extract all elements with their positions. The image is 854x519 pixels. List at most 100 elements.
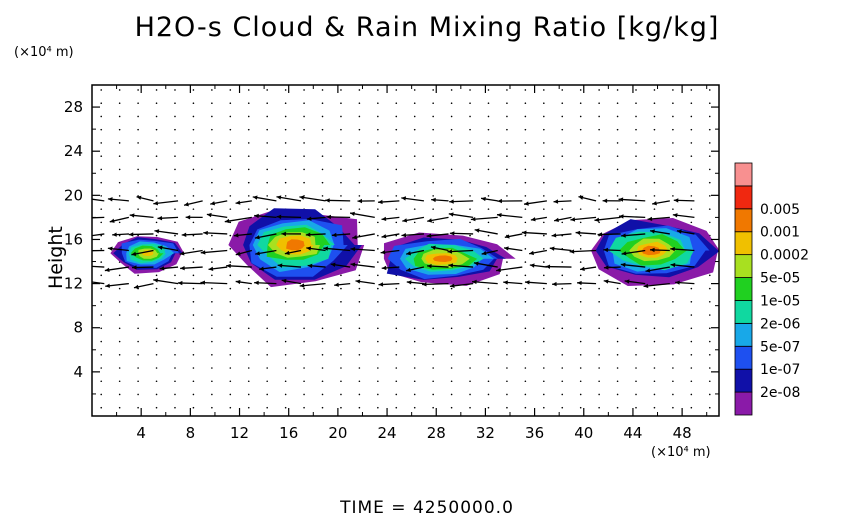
grid-dot (284, 102, 287, 105)
grid-dot (395, 380, 398, 383)
grid-dot (247, 181, 250, 184)
wind-arrow-head (645, 268, 651, 273)
grid-dot (377, 195, 379, 197)
cloud-region (383, 232, 516, 286)
grid-dot (561, 155, 564, 157)
wind-arrow-head (580, 266, 585, 271)
grid-dot (450, 380, 453, 383)
grid-dot (100, 234, 103, 237)
grid-dot (155, 327, 158, 330)
grid-dot (598, 406, 600, 409)
wind-vectors (92, 195, 695, 289)
grid-dot (266, 406, 268, 409)
grid-dot (543, 208, 545, 210)
grid-dot (303, 168, 305, 171)
grid-dot (690, 340, 693, 343)
grid-dot (561, 380, 564, 383)
grid-dot (598, 301, 600, 303)
grid-dot (598, 181, 600, 184)
grid-dot (432, 406, 434, 409)
grid-dot (543, 181, 545, 184)
grid-dot (487, 195, 490, 197)
grid-dot (579, 406, 582, 409)
grid-dot (377, 340, 379, 343)
grid-dot (192, 314, 195, 316)
wind-arrow-head (427, 263, 432, 269)
grid-dot (321, 393, 324, 396)
grid-dot (211, 353, 213, 356)
grid-dot (432, 327, 434, 330)
x-tick-label: 16 (279, 424, 298, 442)
grid-dot (229, 142, 232, 144)
grid-dot (377, 353, 379, 356)
wind-arrow-head (426, 233, 432, 238)
grid-dot (579, 380, 582, 383)
grid-dot (653, 380, 656, 383)
grid-dot (100, 155, 103, 157)
grid-dot (672, 301, 674, 303)
grid-dot (155, 155, 158, 157)
wind-arrow-head (112, 232, 117, 237)
wind-arrow-head (545, 264, 551, 269)
grid-dot (450, 142, 453, 144)
grid-dot (469, 301, 471, 303)
grid-dot (579, 155, 582, 157)
wind-arrow (92, 281, 105, 285)
grid-dot (469, 102, 471, 105)
grid-dot (266, 367, 268, 369)
grid-dot (690, 89, 693, 91)
grid-dot (211, 274, 213, 277)
grid-dot (303, 367, 305, 369)
grid-dot (395, 102, 398, 105)
wind-arrow-head (330, 262, 336, 267)
grid-dot (377, 89, 379, 91)
wind-arrow-head (448, 212, 454, 217)
grid-dot (635, 168, 637, 171)
wind-arrow-head (255, 251, 260, 256)
grid-dot (247, 102, 250, 105)
y-tick-label: 12 (64, 275, 83, 293)
x-tick-label: 8 (186, 424, 196, 442)
grid-dot (506, 314, 508, 316)
grid-dot (100, 287, 103, 290)
grid-dot (137, 353, 139, 356)
grid-dot (118, 367, 121, 369)
grid-dot (543, 168, 545, 171)
grid-dot (708, 168, 711, 171)
grid-dot (247, 115, 250, 118)
grid-dot (598, 380, 600, 383)
grid-dot (487, 168, 490, 171)
grid-dot (506, 393, 508, 396)
colorbar-swatch (734, 185, 753, 210)
grid-dot (229, 89, 232, 91)
grid-dot (579, 393, 582, 396)
grid-dot (266, 155, 268, 157)
grid-dot (174, 367, 176, 369)
grid-dot (543, 393, 545, 396)
grid-dot (506, 89, 508, 91)
wind-arrow-head (159, 266, 165, 271)
grid-dot (340, 380, 342, 383)
grid-dot (524, 115, 527, 118)
grid-dot (155, 181, 158, 184)
wind-arrow-head (254, 280, 259, 285)
grid-dot (413, 367, 416, 369)
colorbar-swatch (734, 368, 753, 393)
grid-dot (211, 314, 213, 316)
grid-dot (672, 367, 674, 369)
wind-arrow-head (449, 231, 455, 236)
grid-dot (616, 393, 619, 396)
grid-dot (450, 155, 453, 157)
grid-dot (432, 115, 434, 118)
grid-dot (377, 380, 379, 383)
grid-dot (690, 128, 693, 131)
grid-dot (303, 314, 305, 316)
grid-dot (155, 340, 158, 343)
grid-dot (506, 168, 508, 171)
grid-dot (284, 380, 287, 383)
x-unit-label: (×10⁴ m) (651, 445, 711, 460)
grid-dot (708, 327, 711, 330)
grid-dot (377, 142, 379, 144)
grid-dot (561, 195, 564, 197)
grid-dot (247, 128, 250, 131)
